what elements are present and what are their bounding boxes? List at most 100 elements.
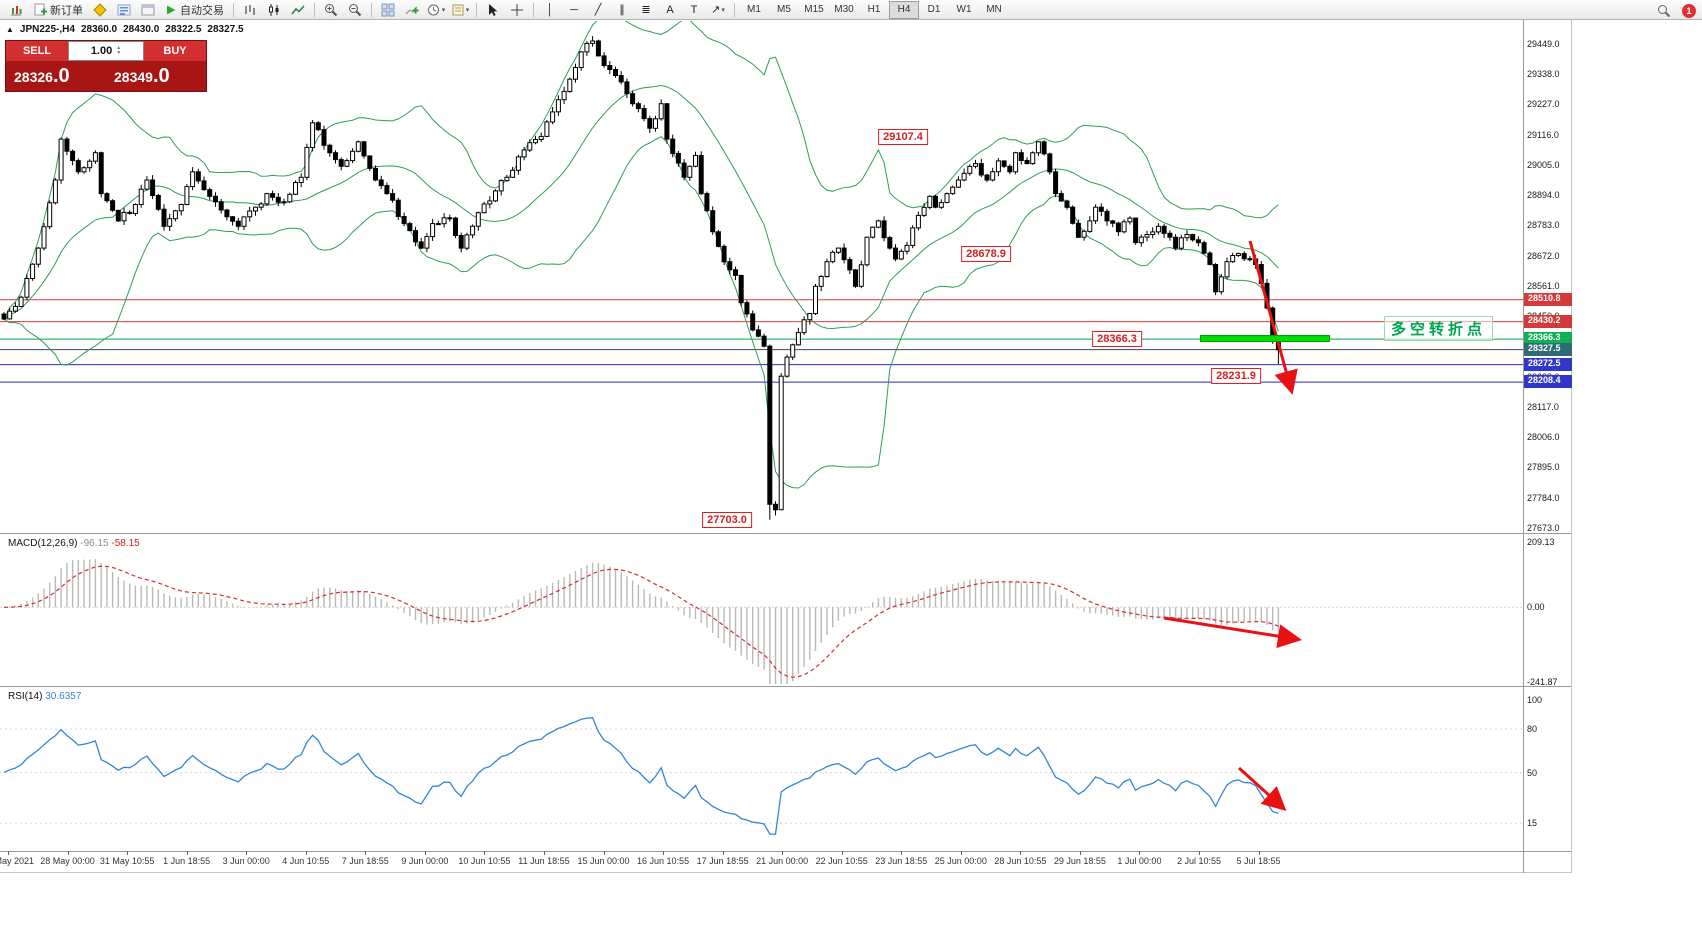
price-callout[interactable]: 27703.0 — [702, 511, 752, 528]
spinner-up-icon[interactable]: ▲ — [116, 45, 122, 51]
time-axis-label: 11 Jun 18:55 — [518, 856, 570, 866]
candlestick-chart-type-icon[interactable] — [262, 1, 286, 19]
crosshair-tool-icon[interactable] — [505, 1, 529, 19]
new-order-button[interactable]: 新订单 — [28, 1, 88, 19]
time-axis-tick — [603, 851, 605, 855]
toolbar-separator — [734, 2, 735, 17]
ohlc-high: 28430.0 — [123, 24, 160, 35]
trend-arrow-1[interactable] — [1248, 240, 1298, 395]
time-axis-tick — [1079, 851, 1081, 855]
time-axis-tick — [663, 851, 665, 855]
timeframe-h4[interactable]: H4 — [889, 0, 919, 19]
time-axis-tick — [424, 851, 426, 855]
pivot-annotation[interactable]: 多空转折点 — [1384, 316, 1494, 341]
search-icon[interactable] — [1652, 2, 1676, 20]
indicators-icon[interactable] — [400, 1, 424, 19]
sell-price[interactable]: 28326 .0 — [14, 65, 70, 87]
timeframe-h1[interactable]: H1 — [867, 4, 881, 15]
time-axis-label: 10 Jun 10:55 — [458, 856, 511, 866]
price-tag: 28510.8 — [1524, 292, 1572, 306]
trend-arrow-3[interactable] — [1237, 766, 1287, 812]
time-axis-label: 1 Jul 00:00 — [1117, 856, 1162, 866]
time-axis-label: 29 Jun 18:55 — [1053, 856, 1106, 866]
bar-chart-type-icon[interactable] — [238, 1, 262, 19]
time-axis-label: 23 Jun 18:55 — [875, 856, 928, 866]
zoom-in-icon[interactable] — [319, 1, 343, 19]
panel-expander-icon[interactable]: ▲ — [6, 25, 14, 34]
time-axis-tick — [841, 851, 843, 855]
candlestick-series — [1, 36, 1281, 520]
lot-spinner[interactable]: ▲ ▼ — [116, 46, 121, 56]
price-callout[interactable]: 28231.9 — [1211, 367, 1261, 384]
symbol-name: JPN225-,H4 — [19, 24, 75, 35]
price-callout[interactable]: 28366.3 — [1092, 331, 1142, 348]
templates-icon[interactable]: ▾ — [448, 1, 472, 19]
metaeditor-icon[interactable] — [88, 1, 112, 19]
timeframe-d1[interactable]: D1 — [927, 4, 941, 15]
time-axis-label: 3 Jun 00:00 — [222, 856, 270, 866]
time-axis-tick — [1199, 851, 1200, 855]
terminal-window-icon[interactable] — [136, 1, 160, 19]
fibonacci-tool-icon[interactable]: ≣ — [641, 4, 651, 16]
buy-button[interactable]: BUY — [144, 41, 206, 61]
trend-arrow-2[interactable] — [1163, 616, 1302, 649]
price-axis-label: 29227.0 — [1527, 99, 1560, 110]
macd-rsi-divider[interactable] — [0, 686, 1572, 687]
horizontal-line-tool-icon[interactable]: ─ — [570, 3, 578, 16]
timeframe-m1[interactable]: M1 — [747, 4, 761, 15]
price-axis-label: 28006.0 — [1527, 432, 1560, 443]
timeframe-m15[interactable]: M15 — [804, 4, 824, 15]
main-toolbar: 新订单 自动交易 ▾ ▾ — [0, 0, 1702, 20]
rsi-layer — [0, 717, 1523, 835]
price-axis-label: 27784.0 — [1527, 492, 1560, 503]
time-axis-tick — [1139, 851, 1141, 855]
rsi-axis-label: 100 — [1527, 695, 1543, 705]
periods-icon[interactable]: ▾ — [424, 1, 448, 19]
price-axis-label: 28894.0 — [1527, 190, 1560, 201]
vertical-line-tool-icon[interactable]: │ — [546, 3, 554, 16]
rsi-label: RSI(14) 30.6357 — [8, 691, 81, 702]
price-callout[interactable]: 29107.4 — [878, 129, 928, 146]
autotrading-button[interactable]: 自动交易 — [160, 1, 229, 19]
text-label-tool-icon[interactable]: T — [690, 3, 698, 16]
trendline-tool-icon[interactable]: ╱ — [594, 4, 602, 16]
zoom-out-icon[interactable] — [343, 1, 367, 19]
timeframe-m5[interactable]: M5 — [777, 4, 791, 15]
spinner-down-icon[interactable]: ▼ — [116, 50, 122, 56]
sell-button[interactable]: SELL — [6, 41, 68, 61]
price-callout[interactable]: 28678.9 — [961, 245, 1011, 262]
rsi-axis-label: 15 — [1527, 818, 1538, 829]
line-chart-type-icon[interactable] — [286, 1, 310, 19]
channel-tool-icon[interactable]: ∥ — [619, 4, 625, 16]
tile-windows-icon[interactable] — [376, 1, 400, 19]
price-axis-label: 29449.0 — [1527, 39, 1560, 49]
timeframe-m30[interactable]: M30 — [834, 4, 854, 15]
text-tool-icon[interactable]: A — [666, 3, 674, 16]
macd-axis-label: 209.13 — [1527, 537, 1555, 548]
arrows-tool-button[interactable]: ↗ ▾ — [706, 1, 730, 19]
timeframe-w1[interactable]: W1 — [956, 4, 972, 15]
pivot-highlight-bar[interactable] — [1200, 335, 1330, 343]
new-chart-icon[interactable] — [4, 1, 28, 19]
price-axis-label: 28561.0 — [1527, 280, 1560, 291]
market-watch-icon[interactable] — [112, 1, 136, 19]
price-tag: 28208.4 — [1524, 375, 1572, 389]
price-axis-separator[interactable] — [1523, 20, 1524, 873]
timeframe-mn[interactable]: MN — [986, 4, 1002, 15]
main-macd-divider[interactable] — [0, 533, 1572, 534]
price-axis-label: 29116.0 — [1527, 129, 1559, 140]
symbol-info-bar: ▲ JPN225-,H4 28360.0 28430.0 28322.5 283… — [6, 24, 244, 35]
lot-value: 1.00 — [90, 45, 113, 57]
one-click-trading-panel: SELL 1.00 ▲ ▼ BUY 28326 .0 28349 .0 — [5, 40, 207, 92]
cursor-tool-icon[interactable] — [481, 1, 505, 19]
lot-input[interactable]: 1.00 ▲ ▼ — [68, 41, 144, 61]
buy-price[interactable]: 28349 .0 — [114, 65, 170, 87]
toolbar-separator — [533, 2, 534, 17]
time-axis-tick — [305, 851, 307, 855]
new-order-icon — [34, 3, 47, 15]
time-axis-label: 2 Jul 10:55 — [1176, 856, 1222, 866]
notification-badge[interactable]: 1 — [1682, 4, 1696, 18]
time-axis-label: 17 Jun 18:55 — [696, 856, 749, 866]
time-axis-tick — [246, 851, 248, 855]
